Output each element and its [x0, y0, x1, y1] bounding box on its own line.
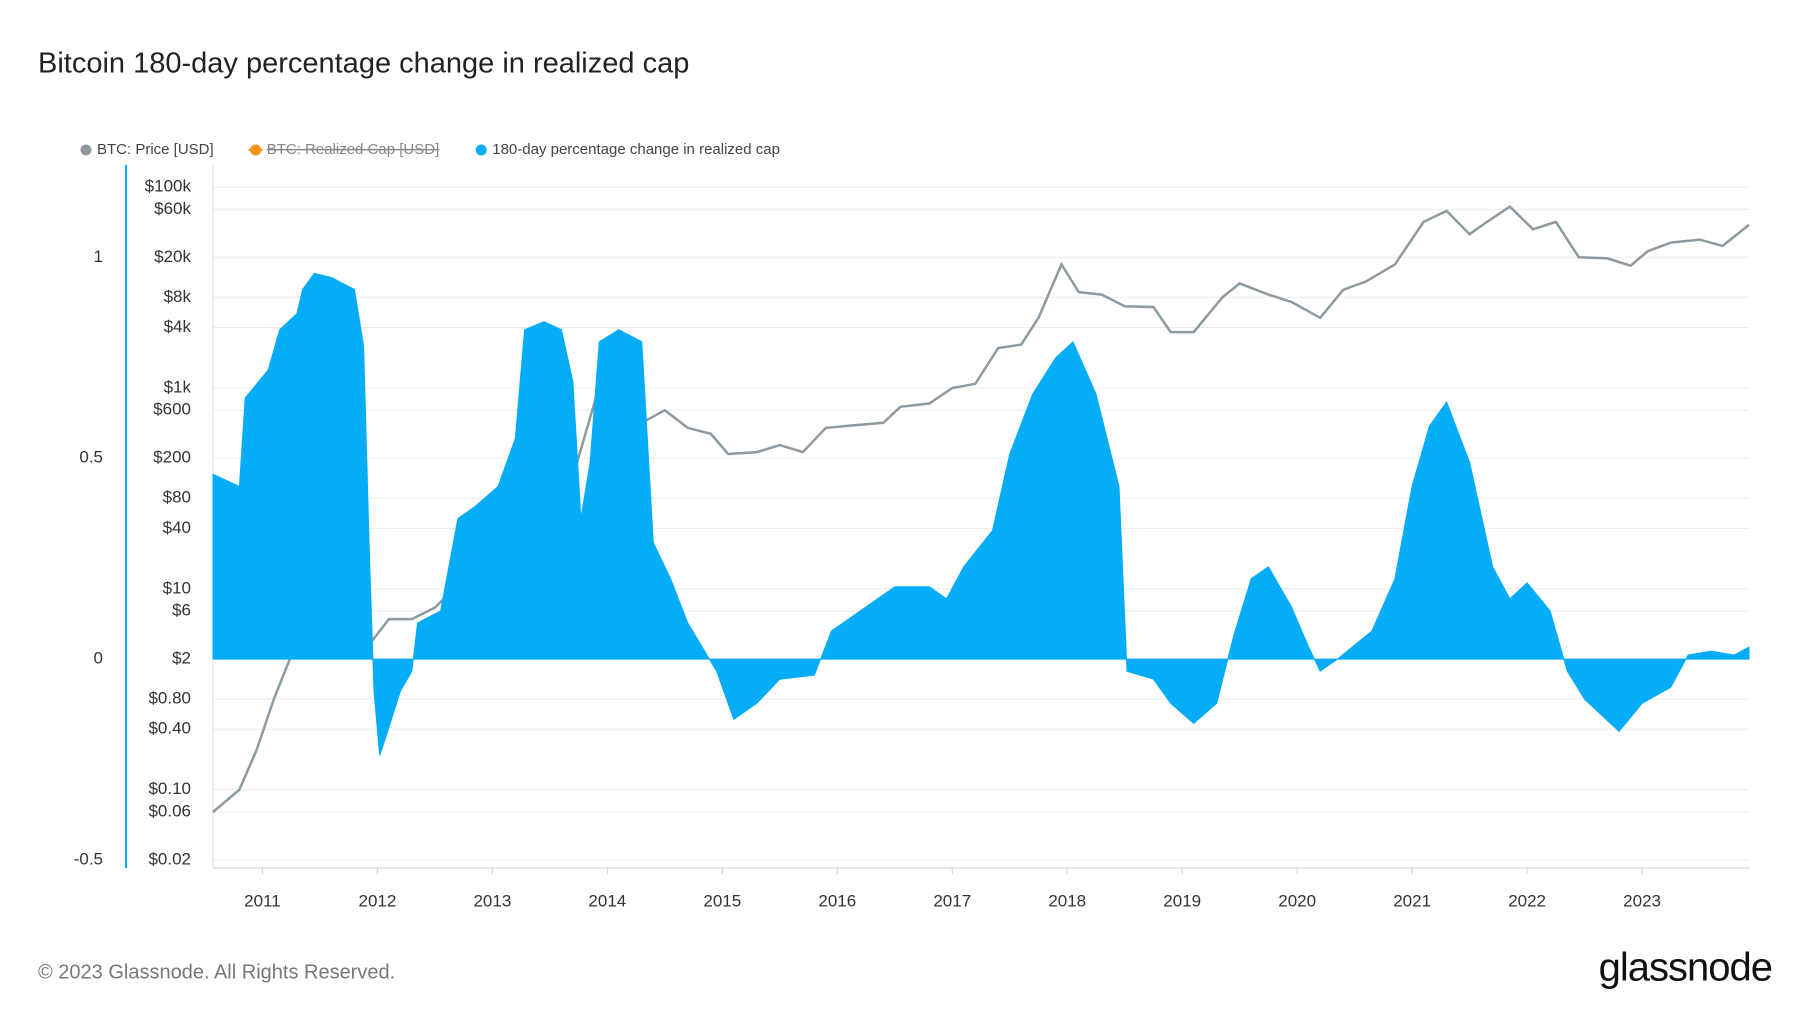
legend-label: BTC: Realized Cap [USD]	[267, 141, 440, 158]
y-tick-label: 0.5	[79, 448, 103, 467]
x-tick-label: 2019	[1163, 891, 1201, 910]
y2-tick-label: $20k	[154, 247, 191, 266]
x-tick-label: 2015	[703, 891, 741, 910]
x-tick-label: 2023	[1623, 891, 1661, 910]
y2-tick-label: $0.40	[148, 719, 191, 738]
y2-tick-label: $1k	[164, 377, 192, 396]
y2-tick-label: $2	[172, 649, 191, 668]
legend-marker	[475, 144, 487, 156]
x-tick-label: 2012	[358, 891, 396, 910]
x-tick-label: 2011	[244, 891, 281, 910]
legend-marker	[80, 144, 92, 156]
y2-tick-label: $600	[153, 400, 191, 419]
legend-label: 180-day percentage change in realized ca…	[492, 141, 780, 158]
y2-tick-label: $60k	[154, 199, 191, 218]
change-area	[212, 272, 1750, 756]
brand-logo: glassnode	[1599, 946, 1772, 990]
x-tick-label: 2014	[588, 891, 626, 910]
y2-tick-label: $80	[163, 488, 191, 507]
x-tick-label: 2021	[1393, 891, 1431, 910]
x-tick-label: 2017	[933, 891, 971, 910]
y2-tick-label: $100k	[145, 177, 192, 196]
y2-tick-label: $0.06	[148, 801, 191, 820]
y-tick-label: 0	[94, 649, 103, 668]
y2-tick-label: $0.10	[148, 779, 191, 798]
y-tick-label: 1	[94, 247, 103, 266]
price-line	[212, 204, 1750, 813]
y2-tick-label: $0.80	[148, 688, 191, 707]
y2-tick-label: $6	[172, 601, 191, 620]
chart-title: Bitcoin 180-day percentage change in rea…	[38, 48, 689, 80]
legend-label: BTC: Price [USD]	[97, 141, 214, 158]
y2-tick-label: $10	[163, 578, 191, 597]
y2-tick-label: $0.02	[148, 849, 191, 868]
x-tick-label: 2018	[1048, 891, 1086, 910]
x-tick-label: 2013	[473, 891, 511, 910]
y2-tick-label: $40	[163, 518, 191, 537]
x-tick-label: 2022	[1508, 891, 1546, 910]
y2-tick-label: $200	[153, 448, 191, 467]
y2-tick-label: $4k	[164, 317, 192, 336]
footer: © 2023 Glassnode. All Rights Reserved.	[38, 961, 395, 983]
y-tick-label: -0.5	[74, 849, 103, 868]
y2-tick-label: $8k	[164, 287, 192, 306]
x-tick-label: 2016	[818, 891, 856, 910]
x-tick-label: 2020	[1278, 891, 1316, 910]
